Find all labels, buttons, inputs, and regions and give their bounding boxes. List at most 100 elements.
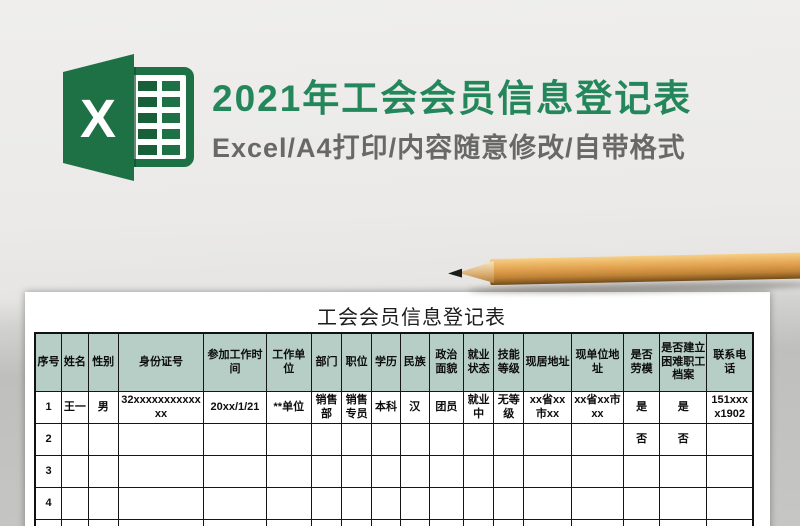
table-cell: 是 xyxy=(623,391,661,424)
table-cell xyxy=(706,455,754,488)
excel-logo-letter: X xyxy=(80,89,116,149)
table-cell xyxy=(87,519,119,526)
hero-banner: X 2021年工会会员信息登记表 Excel/A4打印/内容随意修改/自带格式 xyxy=(0,0,800,230)
table-cell xyxy=(61,487,89,520)
table-cell xyxy=(371,423,401,456)
column-header: 是否劳模 xyxy=(623,332,661,392)
table-cell: **单位 xyxy=(265,391,312,424)
table-cell xyxy=(623,455,661,488)
table-cell xyxy=(371,487,401,520)
pencil-image xyxy=(448,244,800,294)
table-cell xyxy=(493,455,525,488)
table-cell xyxy=(570,487,625,520)
column-header: 身份证号 xyxy=(117,332,205,392)
column-header: 现单位地址 xyxy=(570,332,625,392)
column-header: 性别 xyxy=(87,332,119,392)
table-row: 1 王一男 32xxxxxxxxxxxxx 20xx/1/21 **单位 销售部 销售专员本… xyxy=(34,391,754,424)
table-cell xyxy=(371,455,401,488)
table-cell xyxy=(399,487,430,520)
row-index-cell: 5 xyxy=(34,519,63,526)
table-cell: xx省xx市xx xyxy=(570,391,625,424)
table-cell xyxy=(659,487,708,520)
table-cell xyxy=(310,487,343,520)
table-cell: xx省xx市xx xyxy=(523,391,572,424)
column-header: 学历 xyxy=(371,332,401,392)
table-cell: 20xx/1/21 xyxy=(203,391,267,424)
row-index-cell: 2 xyxy=(34,423,63,456)
table-cell xyxy=(523,519,572,526)
table-cell xyxy=(265,487,312,520)
table-cell xyxy=(399,423,430,456)
table-cell xyxy=(428,455,465,488)
table-row: 2 否否 xyxy=(34,423,754,456)
table-cell xyxy=(428,423,465,456)
pencil-wood-collar xyxy=(458,261,494,284)
table-cell xyxy=(399,519,430,526)
table-cell xyxy=(523,455,572,488)
excel-logo-icon: X xyxy=(63,54,194,181)
table-cell xyxy=(117,423,205,456)
table-cell xyxy=(706,487,754,520)
table-cell xyxy=(341,519,373,526)
table-cell xyxy=(341,487,373,520)
table-cell xyxy=(659,519,708,526)
header-row: 序号 姓名 性别 身份证号 参加工作时间 工作单位 部门 职位 学历 民族 政治面貌 就业状态 技能等级… xyxy=(34,332,754,392)
table-cell xyxy=(203,519,267,526)
table-cell xyxy=(428,519,465,526)
table-cell xyxy=(523,487,572,520)
excel-logo-sheet xyxy=(124,67,194,167)
table-cell: 否 xyxy=(659,423,708,456)
table-cell xyxy=(341,455,373,488)
column-header: 工作单位 xyxy=(265,332,312,392)
table-cell xyxy=(493,423,525,456)
table-cell xyxy=(310,423,343,456)
excel-logo-grid xyxy=(138,81,180,155)
table-cell xyxy=(371,519,401,526)
table-row: 5 xyxy=(34,519,754,526)
table-row: 4 xyxy=(34,487,754,520)
column-header: 政治面貌 xyxy=(428,332,465,392)
table-cell xyxy=(310,455,343,488)
column-header: 现居地址 xyxy=(523,332,572,392)
table-cell xyxy=(706,519,754,526)
page-title: 2021年工会会员信息登记表 xyxy=(212,78,693,119)
table-cell: 151xxxx1902 xyxy=(706,391,754,424)
row-index-cell: 4 xyxy=(34,487,63,520)
table-cell xyxy=(523,423,572,456)
table-cell xyxy=(493,519,525,526)
table-cell xyxy=(87,487,119,520)
table-cell: 汉 xyxy=(399,391,430,424)
sheet-title: 工会会员信息登记表 xyxy=(317,307,506,329)
column-header: 联系电话 xyxy=(706,332,754,392)
table-cell xyxy=(706,423,754,456)
table-cell xyxy=(265,455,312,488)
table-cell xyxy=(61,455,89,488)
column-header: 是否建立困难职工档案 xyxy=(659,332,708,392)
table-cell xyxy=(310,519,343,526)
table-cell xyxy=(463,455,495,488)
table-cell xyxy=(659,455,708,488)
table-cell xyxy=(570,423,625,456)
table-cell xyxy=(570,455,625,488)
table-cell xyxy=(117,455,205,488)
page-subtitle: Excel/A4打印/内容随意修改/自带格式 xyxy=(212,133,686,163)
table-cell: 王一 xyxy=(61,391,89,424)
table-cell xyxy=(117,487,205,520)
table-cell xyxy=(265,423,312,456)
table-cell xyxy=(493,487,525,520)
table-cell: 否 xyxy=(623,423,661,456)
table-cell xyxy=(463,519,495,526)
table-cell xyxy=(463,423,495,456)
table-cell xyxy=(463,487,495,520)
table-cell xyxy=(428,487,465,520)
table-cell xyxy=(570,519,625,526)
table-cell xyxy=(265,519,312,526)
excel-logo-cover xyxy=(63,54,134,181)
table-row: 3 xyxy=(34,455,754,488)
table-cell: 就业中 xyxy=(463,391,495,424)
pencil-graphite-tip xyxy=(448,269,462,278)
table-cell: 销售部 xyxy=(310,391,343,424)
table-cell: 团员 xyxy=(428,391,465,424)
table-cell xyxy=(87,455,119,488)
